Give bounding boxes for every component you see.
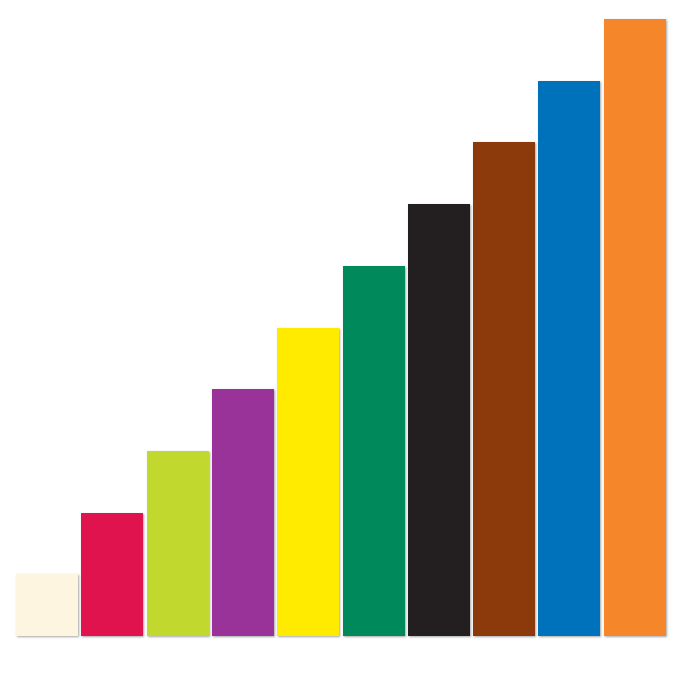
rod-10 — [603, 19, 666, 636]
rod-8 — [473, 142, 536, 636]
rod-1 — [16, 574, 78, 636]
rod-3 — [146, 450, 209, 636]
rod-4 — [211, 389, 274, 636]
rod-2 — [81, 512, 144, 636]
rod-7 — [407, 204, 470, 636]
rod-5 — [277, 327, 340, 636]
rod-6 — [342, 265, 405, 636]
rod-9 — [538, 80, 601, 636]
